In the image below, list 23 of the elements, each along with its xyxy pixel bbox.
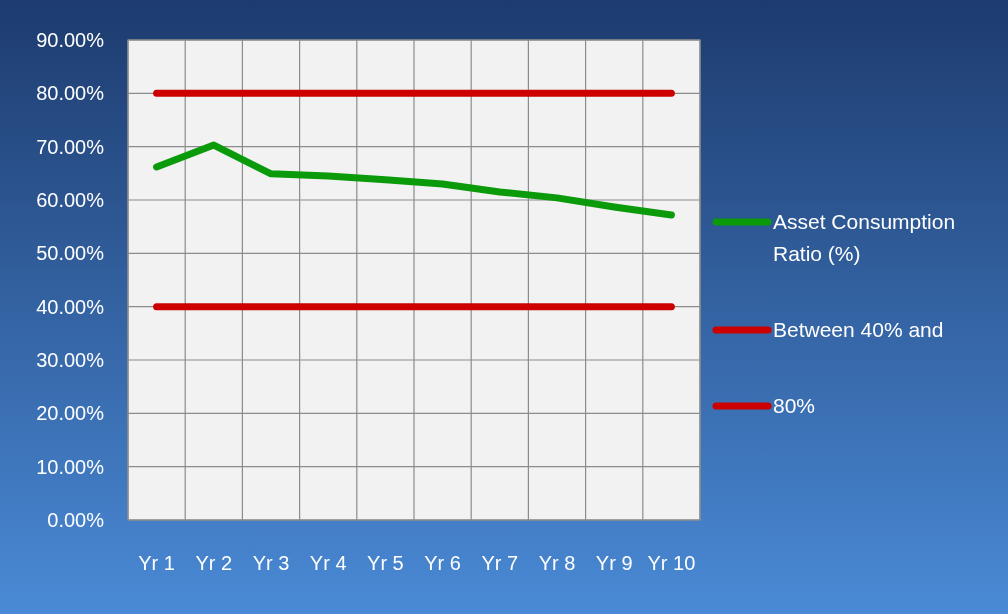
y-tick-label: 90.00% xyxy=(36,29,105,51)
x-tick-label: Yr 10 xyxy=(647,552,696,574)
x-tick-label: Yr 6 xyxy=(424,552,461,574)
y-tick-label: 30.00% xyxy=(36,349,105,371)
x-tick-label: Yr 1 xyxy=(138,552,175,574)
y-tick-label: 80.00% xyxy=(36,82,105,105)
y-tick-label: 40.00% xyxy=(36,295,105,318)
x-tick-label: Yr 8 xyxy=(538,552,576,574)
legend-label: Asset Consumption Ratio (%) xyxy=(773,210,956,265)
x-tick-label: Yr 9 xyxy=(595,552,633,574)
y-tick-label: 0.00% xyxy=(47,509,105,531)
y-tick-label: 60.00% xyxy=(36,189,105,211)
x-tick-label: Yr 2 xyxy=(195,552,233,574)
legend-label: Between 40% and xyxy=(773,318,944,341)
x-tick-label: Yr 5 xyxy=(367,552,404,574)
x-tick-label: Yr 3 xyxy=(252,552,290,574)
y-tick-label: 10.00% xyxy=(36,455,105,478)
x-tick-label: Yr 4 xyxy=(309,552,347,574)
y-tick-label: 70.00% xyxy=(36,135,105,158)
y-tick-label: 50.00% xyxy=(36,242,105,265)
y-tick-label: 20.00% xyxy=(36,402,105,425)
legend-label: 80% xyxy=(773,394,816,417)
x-tick-label: Yr 7 xyxy=(481,552,519,574)
